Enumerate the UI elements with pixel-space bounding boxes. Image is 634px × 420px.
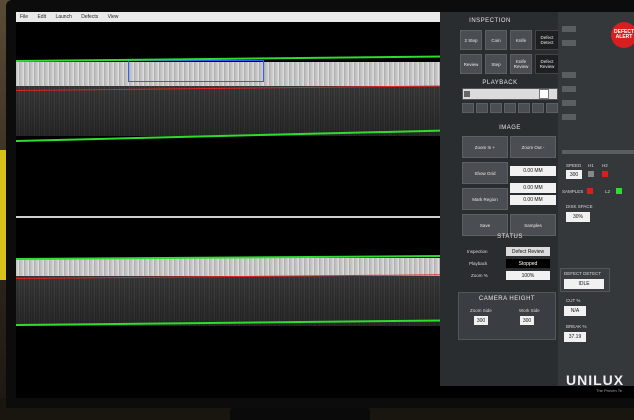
defect-detect-button[interactable]: Defect Detect (535, 30, 559, 50)
two-step-button[interactable]: 2 Step (460, 30, 482, 50)
region-value-field-2[interactable]: 0.00 MM (510, 195, 556, 205)
menu-launch[interactable]: Launch (55, 14, 72, 20)
playback-title: PLAYBACK (482, 80, 518, 86)
samples-label: SAMPLES (562, 189, 584, 194)
playback-play-button[interactable] (490, 103, 502, 113)
right-slider-track[interactable] (562, 150, 634, 154)
save-button[interactable]: Save (462, 214, 508, 236)
playback-stop-button[interactable] (504, 103, 516, 113)
playback-first-button[interactable] (462, 103, 474, 113)
right-indicator-2 (562, 40, 576, 46)
lower-roll-surface (16, 276, 456, 326)
menu-bar: File Edit Launch Defects View (16, 12, 456, 22)
right-indicator-3 (562, 72, 576, 78)
playback-last-button[interactable] (532, 103, 544, 113)
playback-frame-box[interactable] (539, 89, 549, 99)
background-object (0, 150, 6, 280)
inspection-image-viewer[interactable] (16, 22, 456, 398)
status-title: STATUS (497, 234, 523, 240)
menu-defects[interactable]: Defects (81, 14, 99, 20)
mark-region-button[interactable]: Mark Region (462, 188, 508, 210)
l2-indicator (616, 188, 622, 194)
defect-selection-box[interactable] (128, 60, 264, 82)
work-side-label: Work Side (519, 308, 540, 313)
disk-space-label: DISK SPACE (566, 204, 593, 209)
defect-detect-value: IDLE (564, 279, 604, 289)
right-indicator-1 (562, 26, 576, 32)
upper-roll-band (16, 30, 456, 48)
brand-tagline: The Proven Te (596, 388, 622, 393)
menu-edit[interactable]: Edit (37, 14, 47, 20)
work-side-value[interactable]: 300 (520, 316, 534, 325)
coin-button[interactable]: Coin (485, 30, 507, 50)
l2-label: L2 (605, 189, 611, 194)
status-inspection-label: Inspection (467, 249, 488, 254)
region-value-field-1[interactable]: 0.00 MM (510, 183, 556, 193)
playback-loop-button[interactable] (546, 103, 558, 113)
speed-value: 300 (566, 170, 582, 179)
cut-label: CUT % (566, 298, 581, 303)
zoom-in-button[interactable]: Zoom In + (462, 136, 508, 158)
speed-label: SPEED (566, 163, 582, 168)
playback-next-button[interactable] (518, 103, 530, 113)
knife-review-button[interactable]: Knife Review (510, 54, 532, 74)
h1-label: H1 (588, 163, 594, 168)
divider-line (16, 216, 456, 218)
h2-label: H2 (602, 163, 608, 168)
zoom-side-value[interactable]: 300 (474, 316, 488, 325)
zoom-out-button[interactable]: Zoom Out - (510, 136, 556, 158)
camera-height-title: CAMERA HEIGHT (478, 296, 536, 302)
samples-indicator (587, 188, 593, 194)
playback-prev-button[interactable] (476, 103, 488, 113)
defect-detect-label: DEFECT DETECT (564, 271, 602, 276)
lower-roll-edge (16, 258, 456, 276)
samples-button[interactable]: Samples (510, 214, 556, 236)
cut-value: N/A (564, 306, 586, 316)
h2-indicator (602, 171, 608, 177)
right-indicator-6 (562, 114, 576, 120)
break-label: BREAK % (566, 324, 587, 329)
inspection-title: INSPECTION (469, 18, 511, 24)
grid-value-field[interactable]: 0.00 MM (510, 166, 556, 176)
status-zoom-label: Zoom % (471, 273, 488, 278)
playback-controls (462, 103, 558, 113)
monitor-stand (230, 408, 370, 420)
defect-alert-button[interactable]: DEFECT ALERT (611, 22, 634, 48)
right-indicator-4 (562, 86, 576, 92)
unilux-logo: UNILUX (566, 372, 625, 388)
image-title: IMAGE (499, 125, 521, 131)
disk-space-value: 30% (566, 212, 590, 222)
menu-file[interactable]: File (20, 14, 29, 20)
right-indicator-5 (562, 100, 576, 106)
show-grid-button[interactable]: Show Grid (462, 162, 508, 184)
h1-indicator (588, 171, 594, 177)
playback-slider[interactable] (462, 88, 558, 100)
break-value: 37.19 (564, 332, 586, 342)
defect-review-button[interactable]: Defect Review (535, 54, 559, 74)
knife-button[interactable]: Knife (510, 30, 532, 50)
status-playback-label: Playback (469, 261, 488, 266)
playback-slider-thumb[interactable] (464, 91, 470, 97)
status-playback-value: Stopped (506, 259, 550, 268)
right-status-panel: SPEED 300 H1 H2 SAMPLES L2 DISK SPACE 30… (558, 12, 634, 386)
review-button[interactable]: Review (460, 54, 482, 74)
upper-roll-surface (16, 86, 456, 136)
status-zoom-value: 100% (506, 271, 550, 280)
status-inspection-value: Defect Review (506, 247, 550, 256)
menu-view[interactable]: View (107, 14, 119, 20)
upper-roll-edge (16, 62, 456, 86)
zoom-side-label: Zoom Side (470, 308, 492, 313)
step-button[interactable]: Step (485, 54, 507, 74)
